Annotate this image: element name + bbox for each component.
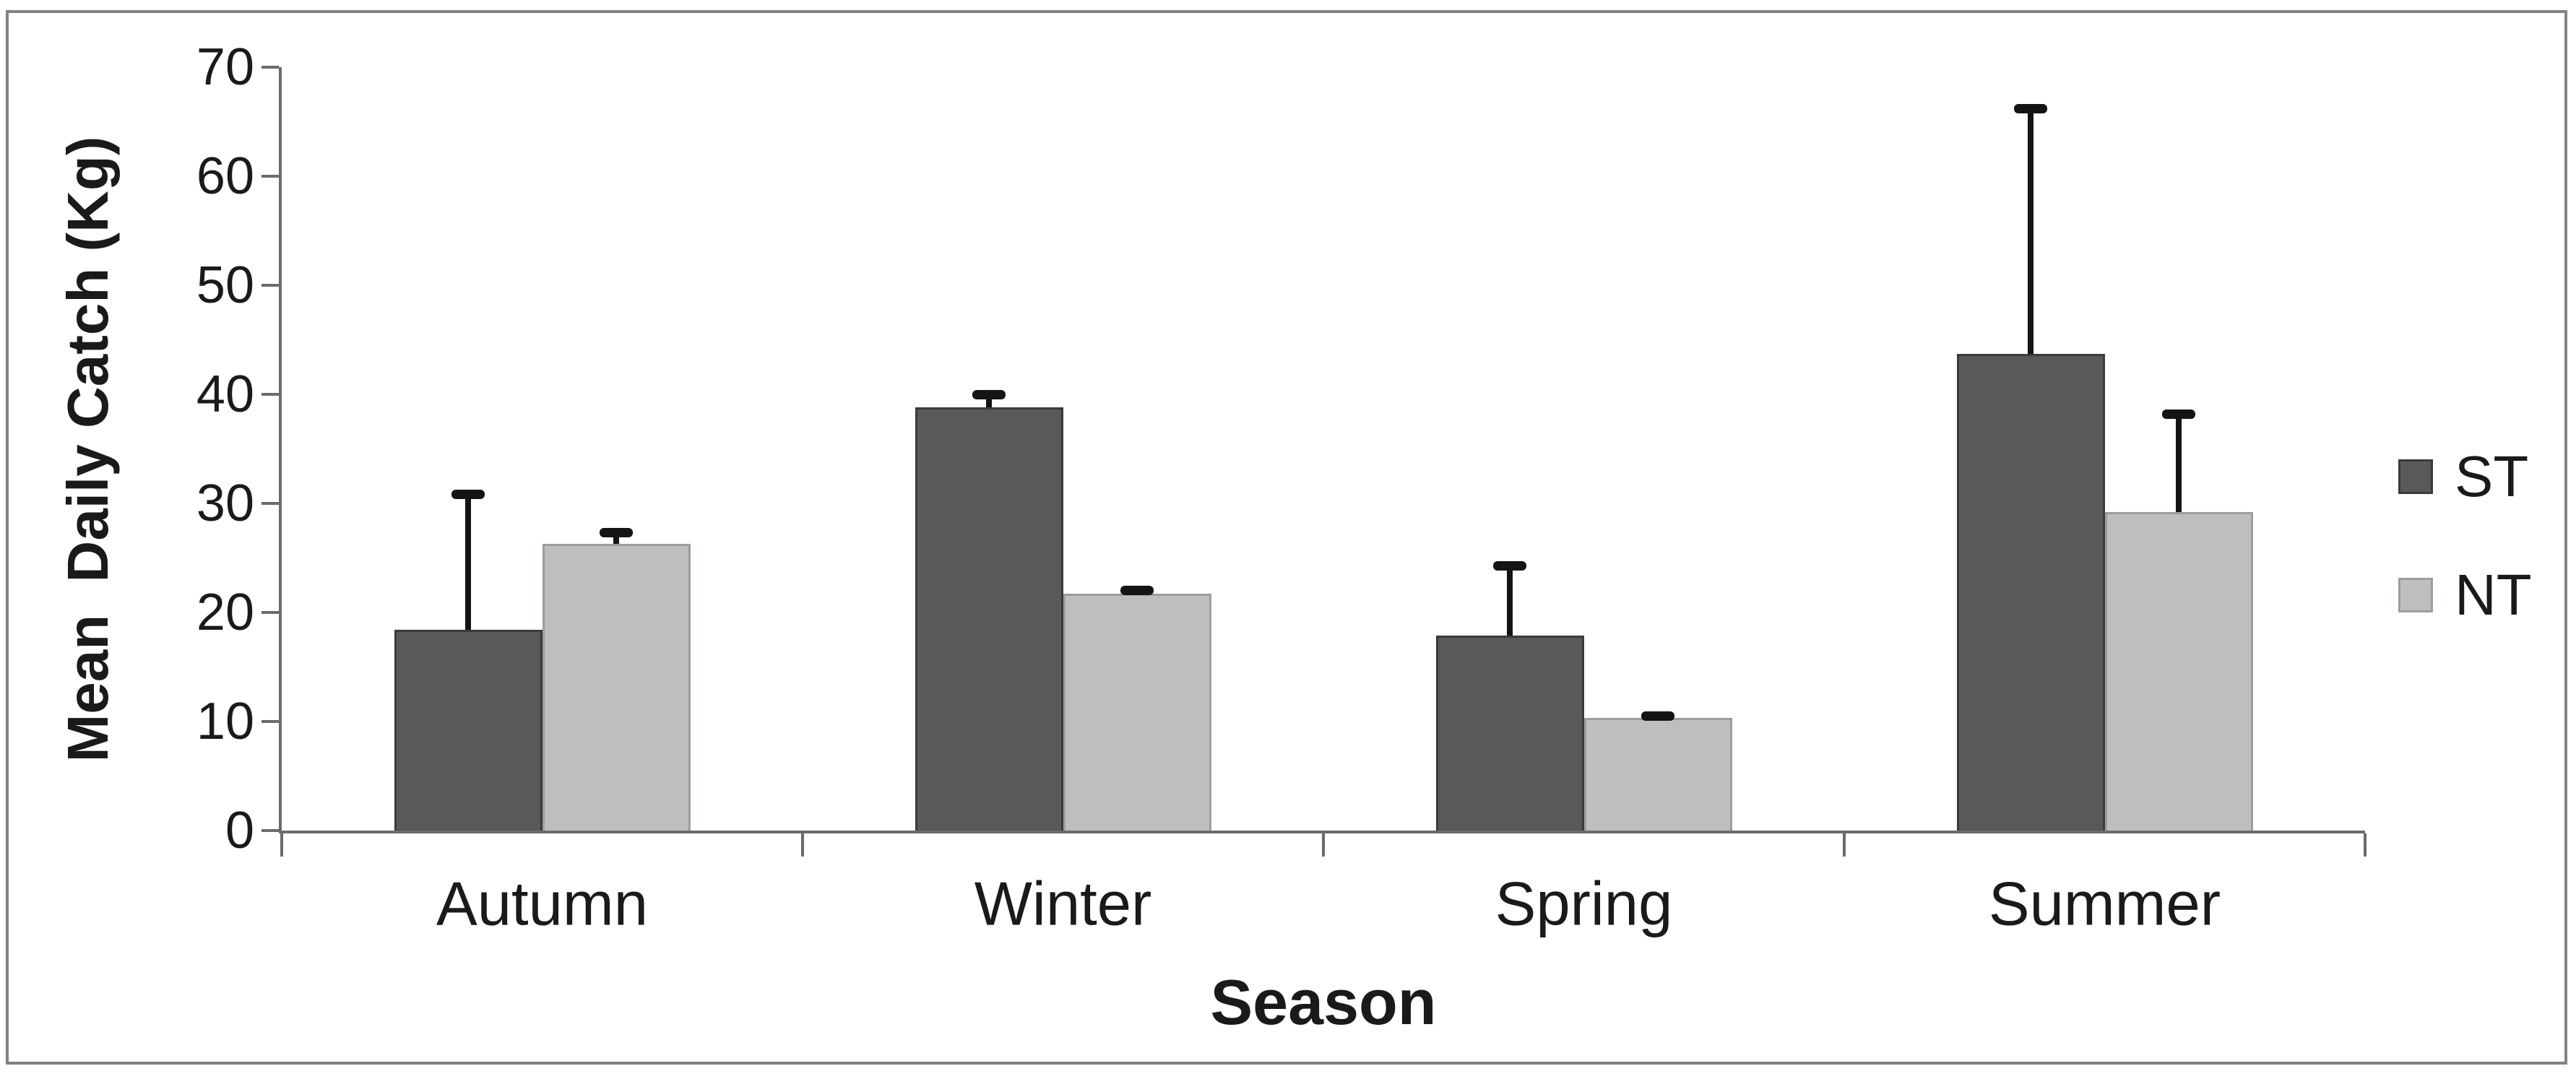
y-tick-label: 60 (196, 147, 254, 205)
y-tick-label: 70 (196, 38, 254, 96)
error-bar-cap (451, 490, 485, 500)
bar-nt-summer (2104, 512, 2253, 831)
bar-st-autumn (394, 630, 543, 831)
y-tick-label: 30 (196, 474, 254, 532)
y-tick (262, 284, 279, 287)
error-bar-cap (2162, 409, 2195, 419)
x-axis-line (282, 831, 2365, 833)
y-tick-label: 0 (225, 802, 254, 859)
error-bar-whisker (2176, 414, 2182, 513)
x-category-label: Spring (1495, 870, 1673, 939)
y-tick (262, 829, 279, 832)
x-tick (2364, 833, 2367, 857)
y-tick-label: 40 (196, 365, 254, 423)
y-tick-label: 50 (196, 256, 254, 314)
legend-swatch-st (2398, 459, 2433, 494)
y-axis-line (279, 67, 282, 833)
error-bar-whisker (465, 494, 471, 630)
error-bar-cap (1120, 586, 1154, 596)
y-axis-title: Mean Daily Catch (Kg) (56, 136, 120, 762)
error-bar-cap (600, 528, 633, 538)
bar-st-winter (915, 407, 1063, 831)
y-tick (262, 611, 279, 614)
bar-nt-winter (1063, 594, 1211, 831)
y-tick (262, 720, 279, 723)
error-bar-cap (972, 389, 1006, 399)
y-tick (262, 66, 279, 69)
y-tick-label: 20 (196, 584, 254, 641)
y-tick-label: 10 (196, 693, 254, 750)
x-tick (1322, 833, 1325, 857)
error-bar-cap (2014, 103, 2047, 113)
x-tick (1843, 833, 1846, 857)
y-tick (262, 502, 279, 505)
error-bar-whisker (2028, 108, 2033, 355)
bar-nt-spring (1583, 718, 1732, 831)
error-bar-whisker (613, 532, 619, 544)
legend-label-st: ST (2455, 444, 2529, 508)
x-category-label: Summer (1988, 870, 2221, 939)
x-axis-title: Season (1210, 966, 1437, 1038)
y-tick (262, 393, 279, 396)
x-tick (280, 833, 283, 857)
x-tick (801, 833, 804, 857)
bar-st-summer (1956, 354, 2105, 831)
x-category-label: Winter (974, 870, 1152, 939)
x-category-label: Autumn (436, 870, 648, 939)
y-tick (262, 175, 279, 178)
error-bar-whisker (986, 394, 992, 408)
error-bar-cap (1493, 560, 1526, 571)
error-bar-whisker (1507, 566, 1513, 636)
bar-nt-autumn (542, 543, 691, 831)
bar-st-spring (1435, 635, 1584, 831)
error-bar-cap (1641, 711, 1674, 721)
legend-swatch-nt (2398, 578, 2433, 612)
legend-label-nt: NT (2455, 563, 2532, 627)
